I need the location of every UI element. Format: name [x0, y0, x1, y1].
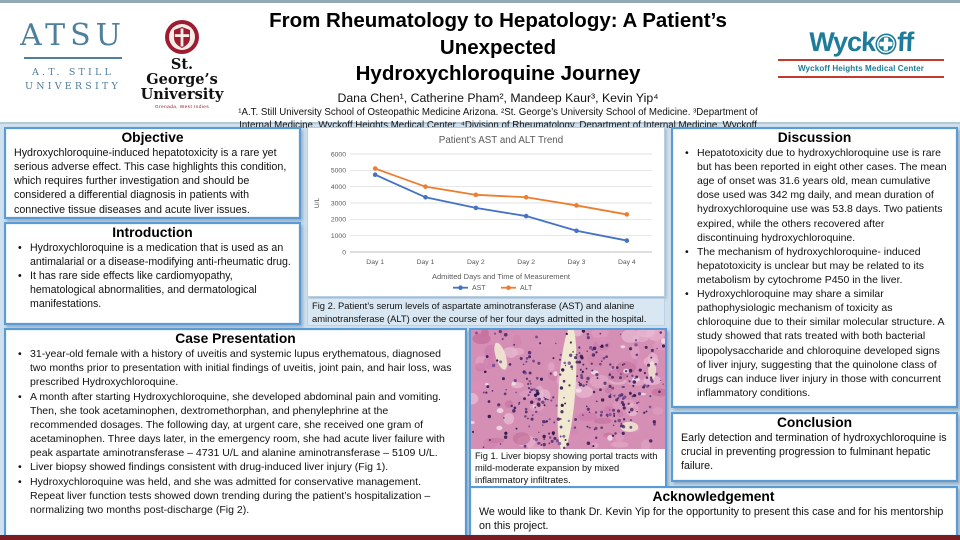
svg-text:1000: 1000	[331, 233, 346, 240]
wyckoff-word-right: ff	[896, 27, 914, 57]
introduction-bullet: Hydroxychloroquine is a medication that …	[17, 241, 291, 269]
svg-text:5000: 5000	[331, 168, 346, 175]
case-presentation-bullet: Liver biopsy showed findings consistent …	[17, 460, 457, 474]
objective-body: Hydroxychloroquine-induced hepatotoxicit…	[14, 147, 287, 216]
acknowledgement-body: We would like to thank Dr. Kevin Yip for…	[479, 506, 944, 533]
acknowledgement-section: Acknowledgement We would like to thank D…	[469, 486, 958, 537]
wyckoff-subtitle: Wyckoff Heights Medical Center	[797, 64, 925, 73]
svg-text:AST: AST	[472, 285, 486, 292]
case-presentation-bullet: A month after starting Hydroxychloroquin…	[17, 390, 457, 461]
sgu-subtitle: Grenada, West Indies	[154, 104, 210, 110]
svg-text:6000: 6000	[331, 151, 346, 158]
atsu-acronym: ATSU	[20, 18, 126, 53]
case-presentation-bullet: 31-year-old female with a history of uve…	[17, 347, 457, 390]
atsu-logo: ATSU A.T. STILL UNIVERSITY	[14, 21, 132, 95]
fig2-chart-panel: Patient's AST and ALT Trend 0 1000 2000 3000…	[307, 127, 665, 297]
wyckoff-logo: Wyck ff Wyckoff Heights Medical Center	[776, 27, 947, 81]
svg-text:Day 4: Day 4	[618, 259, 636, 266]
discussion-bullet-list: Hepatotoxicity due to hydroxychloroquine…	[681, 146, 948, 400]
discussion-bullet: The mechanism of hydroxychloroquine- ind…	[684, 245, 948, 287]
svg-text:0: 0	[342, 249, 346, 256]
svg-text:2000: 2000	[331, 217, 346, 224]
case-presentation-bullet: Hydroxychloroquine was held, and she was…	[17, 475, 457, 518]
fig1-caption: Fig 1. Liver biopsy showing portal tract…	[475, 451, 658, 486]
introduction-bullet-list: Hydroxychloroquine is a medication that …	[14, 241, 291, 311]
sgu-logo: St. George’s University Grenada, West In…	[140, 19, 224, 110]
medical-cross-icon	[875, 33, 897, 54]
svg-text:ALT: ALT	[520, 285, 533, 292]
title-block: From Rheumatology to Hepatology: A Patie…	[224, 3, 772, 145]
wyckoff-word-left: Wyck	[808, 27, 876, 57]
bottom-border-strip	[0, 535, 960, 540]
atsu-divider	[24, 57, 122, 59]
sgu-crest-icon	[165, 20, 199, 54]
acknowledgement-title: Acknowledgement	[652, 489, 775, 504]
fig2-caption: Fig 2. Patient’s serum levels of asparta…	[307, 298, 665, 326]
objective-section: Objective Hydroxychloroquine-induced hep…	[4, 127, 301, 219]
atsu-name-line2: UNIVERSITY	[25, 81, 121, 93]
svg-text:Day 1: Day 1	[417, 259, 435, 266]
svg-text:Day 1: Day 1	[366, 259, 384, 266]
sgu-name-line2: University	[140, 86, 224, 104]
sgu-name-line1: St. George’s	[146, 56, 218, 89]
objective-title: Objective	[121, 130, 184, 145]
svg-text:Patient's AST and ALT Trend: Patient's AST and ALT Trend	[439, 135, 563, 146]
case-presentation-title: Case Presentation	[175, 331, 296, 346]
introduction-title: Introduction	[112, 225, 193, 240]
wyckoff-wordmark: Wyck ff	[776, 27, 947, 57]
svg-text:Day 2: Day 2	[517, 259, 535, 266]
wyckoff-rule-top	[778, 59, 944, 61]
poster-title-line1: From Rheumatology to Hepatology: A Patie…	[269, 9, 727, 59]
introduction-section: Introduction Hydroxychloroquine is a med…	[4, 222, 301, 325]
case-presentation-section: Case Presentation 31-year-old female wit…	[4, 328, 467, 537]
svg-text:Day 3: Day 3	[568, 259, 586, 266]
svg-text:Admitted Days and Time of Meas: Admitted Days and Time of Measurement	[432, 272, 571, 281]
conclusion-title: Conclusion	[776, 415, 853, 430]
svg-text:3000: 3000	[331, 200, 346, 207]
fig1-liver-biopsy: Fig 1. Liver biopsy showing portal tract…	[469, 328, 667, 492]
top-border-strip	[0, 0, 960, 3]
case-presentation-bullet-list: 31-year-old female with a history of uve…	[14, 347, 457, 517]
poster-header: ATSU A.T. STILL UNIVERSITY St. George’s …	[0, 3, 960, 144]
discussion-title: Discussion	[777, 130, 852, 145]
introduction-bullet: It has rare side effects like cardiomyop…	[17, 269, 291, 311]
atsu-name-line1: A.T. STILL	[31, 67, 115, 78]
svg-text:Day 2: Day 2	[467, 259, 485, 266]
svg-text:U/L: U/L	[314, 197, 321, 208]
svg-text:4000: 4000	[331, 184, 346, 191]
discussion-bullet: Hepatotoxicity due to hydroxychloroquine…	[684, 146, 948, 245]
discussion-section: Discussion Hepatotoxicity due to hydroxy…	[671, 127, 958, 408]
poster-title-line2: Hydroxychloroquine Journey	[355, 62, 641, 86]
conclusion-body: Early detection and termination of hydro…	[681, 432, 947, 473]
wyckoff-rule-bottom	[778, 76, 944, 78]
discussion-bullet: Hydroxychloroquine may share a similar p…	[684, 287, 948, 400]
authors-line: Dana Chen¹, Catherine Pham², Mandeep Kau…	[337, 90, 659, 105]
conclusion-section: Conclusion Early detection and terminati…	[671, 412, 958, 482]
poster-title: From Rheumatology to Hepatology: A Patie…	[224, 8, 772, 88]
liver-biopsy-image	[471, 330, 665, 449]
ast-alt-line-chart: Patient's AST and ALT Trend 0 1000 2000 3000…	[314, 135, 652, 292]
